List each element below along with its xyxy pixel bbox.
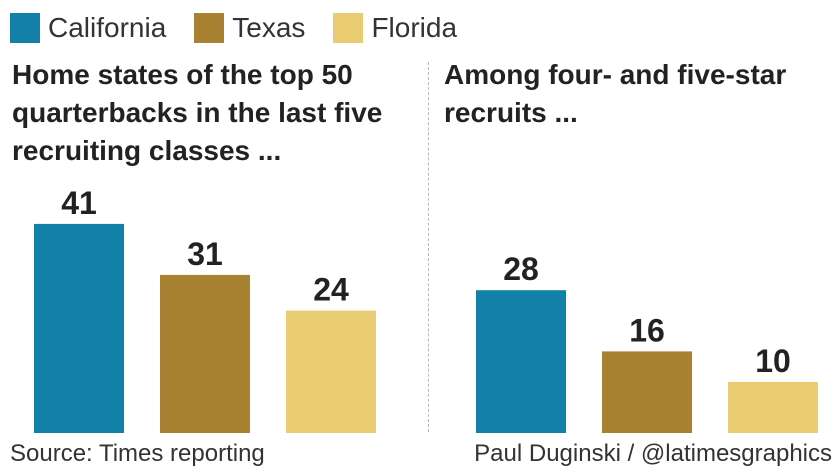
- left-bar-florida: [286, 310, 376, 433]
- legend-item-florida: Florida: [333, 12, 457, 44]
- legend: California Texas Florida: [10, 8, 485, 48]
- right-bar-california: [476, 290, 566, 433]
- panel-divider: [428, 62, 429, 432]
- right-chart-title: Among four- and five-star recruits ...: [444, 59, 787, 128]
- source-note: Source: Times reporting: [10, 440, 265, 467]
- right-bar-florida: [728, 382, 818, 433]
- legend-label-texas: Texas: [232, 12, 306, 43]
- legend-label-florida: Florida: [371, 12, 458, 43]
- left-bar-texas: [160, 274, 250, 433]
- left-value-label-texas: 31: [187, 236, 223, 272]
- right-value-label-california: 28: [503, 251, 539, 287]
- legend-item-texas: Texas: [194, 12, 305, 44]
- left-chart-title: Home states of the top 50 quarterbacks i…: [12, 59, 383, 166]
- legend-swatch-california: [10, 13, 40, 43]
- right-value-label-texas: 16: [629, 312, 665, 348]
- legend-swatch-texas: [194, 13, 225, 43]
- right-bar-texas: [602, 351, 692, 433]
- legend-item-california: California: [10, 12, 166, 44]
- legend-label-california: California: [48, 12, 167, 43]
- right-value-label-florida: 10: [755, 343, 791, 379]
- left-bar-california: [34, 223, 124, 433]
- left-value-label-california: 41: [61, 185, 97, 221]
- left-value-label-florida: 24: [313, 272, 349, 308]
- credit-note: Paul Duginski / @latimesgraphics: [474, 440, 832, 467]
- legend-swatch-florida: [333, 13, 364, 43]
